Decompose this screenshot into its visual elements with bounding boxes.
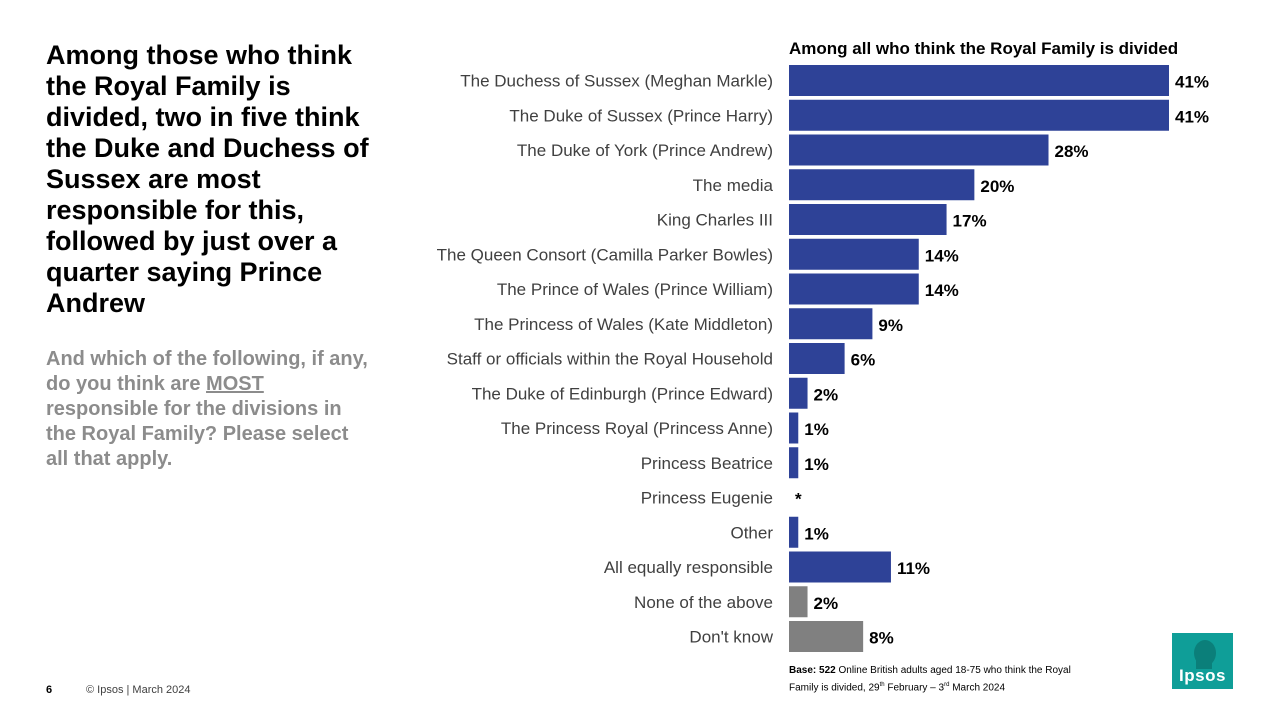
category-label: The Queen Consort (Camilla Parker Bowles… <box>437 245 773 264</box>
value-label: 14% <box>925 281 959 300</box>
value-label: * <box>795 490 802 509</box>
value-label: 1% <box>804 420 829 439</box>
category-label: The media <box>693 176 774 195</box>
bar <box>789 273 919 305</box>
base-sup-2: rd <box>944 682 950 688</box>
value-label: 14% <box>925 246 959 265</box>
bar <box>789 412 799 444</box>
value-label: 2% <box>814 594 839 613</box>
category-label: None of the above <box>634 593 773 612</box>
category-label: The Princess Royal (Princess Anne) <box>501 419 773 438</box>
value-label: 28% <box>1055 142 1089 161</box>
value-label: 11% <box>897 559 930 578</box>
bar <box>789 586 808 618</box>
category-label: Don't know <box>689 628 773 647</box>
question-text-pre: And which of the following, if any, do y… <box>46 348 368 395</box>
value-label: 41% <box>1175 73 1209 92</box>
bar <box>789 551 891 583</box>
question-text-post: responsible for the divisions in the Roy… <box>46 398 349 470</box>
value-label: 6% <box>851 351 876 370</box>
bar <box>789 134 1049 166</box>
category-label: Staff or officials within the Royal Hous… <box>447 350 773 369</box>
base-sup-1: th <box>879 682 885 688</box>
bar <box>789 204 947 235</box>
base-label: Base: 522 <box>789 665 836 676</box>
category-label: Princess Eugenie <box>641 489 773 508</box>
value-label: 1% <box>804 524 829 543</box>
question-emphasis: MOST <box>206 373 264 395</box>
logo-figure-icon <box>1194 640 1216 669</box>
ipsos-logo: Ipsos <box>1172 633 1233 689</box>
value-label: 20% <box>980 177 1014 196</box>
category-label: Other <box>730 523 773 542</box>
copyright: © Ipsos | March 2024 <box>86 684 191 696</box>
category-label: The Duchess of Sussex (Meghan Markle) <box>460 72 773 91</box>
bar <box>789 169 975 201</box>
value-label: 17% <box>953 212 987 231</box>
survey-question: And which of the following, if any, do y… <box>46 347 376 472</box>
category-label: The Duke of Sussex (Prince Harry) <box>509 106 773 125</box>
bar <box>789 377 808 409</box>
value-label: 9% <box>878 316 903 335</box>
bar <box>789 447 799 479</box>
base-text-end: March 2024 <box>949 682 1006 694</box>
logo-text: Ipsos <box>1179 666 1226 685</box>
bar <box>789 343 845 374</box>
value-label: 41% <box>1175 107 1209 126</box>
base-text-mid: February – 3 <box>884 682 945 694</box>
category-label: Princess Beatrice <box>641 454 773 473</box>
value-label: 8% <box>869 629 894 648</box>
base-text: Online British adults aged 18-75 who thi… <box>789 665 1071 694</box>
headline: Among those who think the Royal Family i… <box>46 40 369 318</box>
category-label: The Duke of Edinburgh (Prince Edward) <box>472 384 773 403</box>
bar <box>789 65 1169 96</box>
category-label: All equally responsible <box>604 558 773 577</box>
base-note: Base: 522 Online British adults aged 18-… <box>789 664 1089 695</box>
category-label: The Prince of Wales (Prince William) <box>497 280 773 299</box>
bar <box>789 238 919 270</box>
category-label: King Charles III <box>657 211 773 230</box>
bar <box>789 516 799 548</box>
value-label: 1% <box>804 455 829 474</box>
value-label: 2% <box>814 385 839 404</box>
category-label: The Princess of Wales (Kate Middleton) <box>474 315 773 334</box>
page-number: 6 <box>46 684 53 696</box>
bar <box>789 308 873 340</box>
bar <box>789 99 1169 131</box>
category-label: The Duke of York (Prince Andrew) <box>517 141 773 160</box>
bar <box>789 621 864 652</box>
chart-title: Among all who think the Royal Family is … <box>789 39 1179 58</box>
